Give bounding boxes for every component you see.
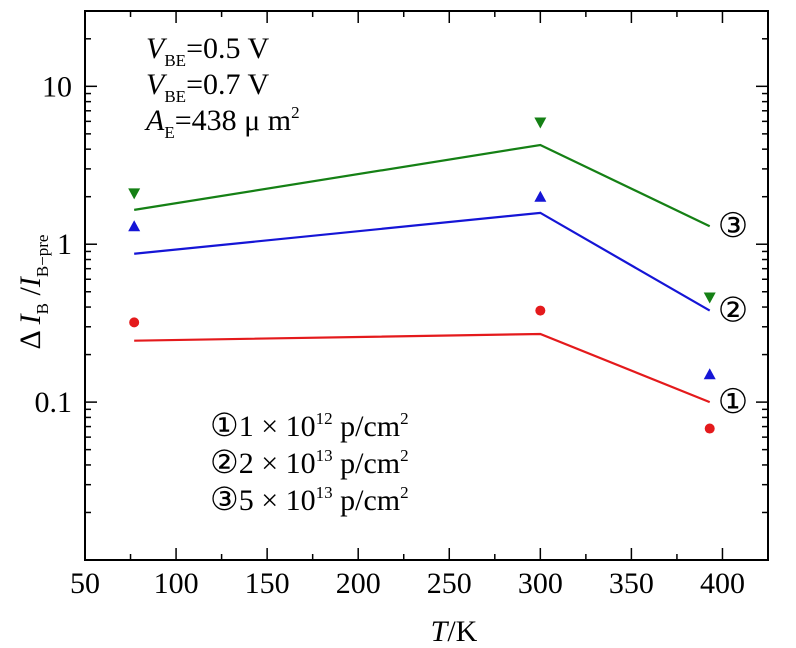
data-point xyxy=(704,423,715,434)
data-point xyxy=(128,220,141,232)
x-tick-label: 300 xyxy=(518,567,563,600)
y-tick-label: 0.1 xyxy=(35,386,73,419)
series-line xyxy=(134,211,711,312)
x-tick-label: 100 xyxy=(154,567,199,600)
x-tick-label: 50 xyxy=(70,567,100,600)
y-axis-label: Δ IB /IB−pre xyxy=(14,235,52,350)
x-axis-label: T/K xyxy=(431,615,478,648)
condition-line: VBE=0.5 V xyxy=(146,32,269,70)
x-tick-label: 400 xyxy=(700,567,745,600)
legend-entry: ③5 × 1013 p/cm2 xyxy=(210,480,409,518)
series-line xyxy=(134,143,711,228)
data-point xyxy=(535,305,546,316)
x-tick-label: 350 xyxy=(609,567,654,600)
x-axis-var: T xyxy=(431,615,450,648)
y-tick-labels: 0.1 1 10 xyxy=(35,70,73,419)
legend-entry: ①1 × 1012 p/cm2 xyxy=(210,406,409,444)
data-point xyxy=(534,117,547,129)
data-point xyxy=(703,368,716,380)
series-tag: ③ xyxy=(718,206,748,246)
series-line xyxy=(134,332,711,404)
condition-line: AE=438 μ m2 xyxy=(144,103,300,142)
data-point xyxy=(534,190,547,202)
data-point xyxy=(703,292,716,304)
x-tick-label: 200 xyxy=(336,567,381,600)
y-tick-label: 1 xyxy=(57,228,72,261)
plot-frame xyxy=(84,10,769,561)
data-point xyxy=(129,317,140,328)
x-tick-labels: 50 100 150 200 250 300 350 400 xyxy=(70,567,745,600)
legend-entry: ②2 × 1013 p/cm2 xyxy=(210,443,409,481)
series-tags: ① ② ③ xyxy=(718,206,748,422)
series-tag: ① xyxy=(718,382,748,422)
series-lines xyxy=(134,143,711,404)
data-point xyxy=(128,188,141,200)
x-tick-label: 250 xyxy=(427,567,472,600)
ticks xyxy=(84,10,769,561)
x-tick-label: 150 xyxy=(245,567,290,600)
series-points xyxy=(128,117,716,434)
condition-line: VBE=0.7 V xyxy=(146,68,269,106)
y-tick-label: 10 xyxy=(42,70,72,103)
series-tag: ② xyxy=(718,291,748,331)
x-axis-unit: /K xyxy=(447,615,477,648)
